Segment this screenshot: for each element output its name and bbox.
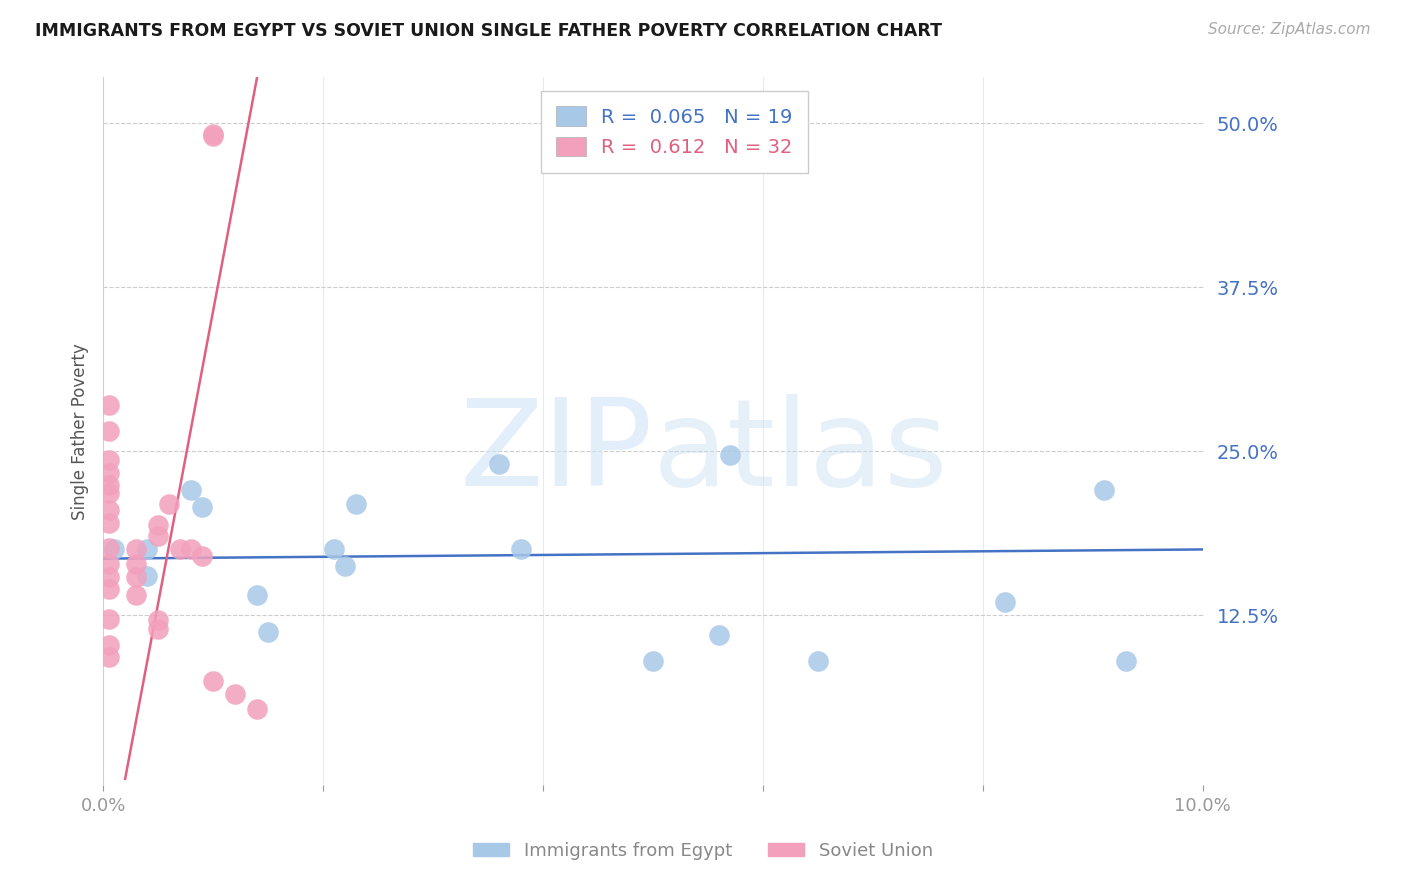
Point [641, 654, 664, 668]
Point [97, 503, 120, 517]
Legend: R =  0.065   N = 19, R =  0.612   N = 32: R = 0.065 N = 19, R = 0.612 N = 32 [541, 91, 808, 172]
Point [146, 613, 169, 627]
Point [97, 398, 120, 412]
Point [125, 570, 148, 584]
Point [202, 127, 225, 141]
Point [718, 448, 741, 462]
Point [169, 542, 191, 557]
Point [136, 568, 159, 582]
Point [97, 467, 120, 481]
Point [146, 529, 169, 543]
Point [97, 486, 120, 500]
Point [97, 541, 120, 556]
Point [1092, 483, 1115, 498]
Point [323, 542, 346, 557]
Point [1115, 654, 1137, 668]
Legend: Immigrants from Egypt, Soviet Union: Immigrants from Egypt, Soviet Union [465, 835, 941, 867]
Y-axis label: Single Father Poverty: Single Father Poverty [72, 343, 89, 520]
Point [509, 542, 531, 557]
Point [103, 542, 125, 557]
Point [97, 570, 120, 584]
Point [97, 453, 120, 467]
Point [707, 628, 730, 642]
Text: ZIP: ZIP [460, 394, 652, 511]
Point [191, 500, 214, 515]
Point [97, 650, 120, 665]
Point [97, 478, 120, 492]
Point [97, 557, 120, 571]
Point [246, 588, 269, 602]
Point [146, 623, 169, 637]
Point [125, 588, 148, 602]
Point [488, 457, 510, 471]
Point [202, 673, 225, 688]
Point [136, 542, 159, 557]
Point [97, 425, 120, 439]
Text: IMMIGRANTS FROM EGYPT VS SOVIET UNION SINGLE FATHER POVERTY CORRELATION CHART: IMMIGRANTS FROM EGYPT VS SOVIET UNION SI… [35, 22, 942, 40]
Point [202, 129, 225, 144]
Point [97, 638, 120, 652]
Point [333, 559, 356, 574]
Point [157, 497, 180, 511]
Point [97, 582, 120, 596]
Point [246, 702, 269, 716]
Text: atlas: atlas [652, 394, 949, 511]
Point [146, 517, 169, 532]
Point [180, 542, 202, 557]
Point [125, 542, 148, 557]
Point [97, 612, 120, 626]
Point [257, 625, 280, 640]
Point [807, 654, 830, 668]
Point [344, 497, 367, 511]
Point [180, 483, 202, 498]
Point [191, 549, 214, 563]
Point [125, 557, 148, 571]
Point [994, 595, 1017, 609]
Point [224, 687, 246, 701]
Point [97, 516, 120, 531]
Text: Source: ZipAtlas.com: Source: ZipAtlas.com [1208, 22, 1371, 37]
